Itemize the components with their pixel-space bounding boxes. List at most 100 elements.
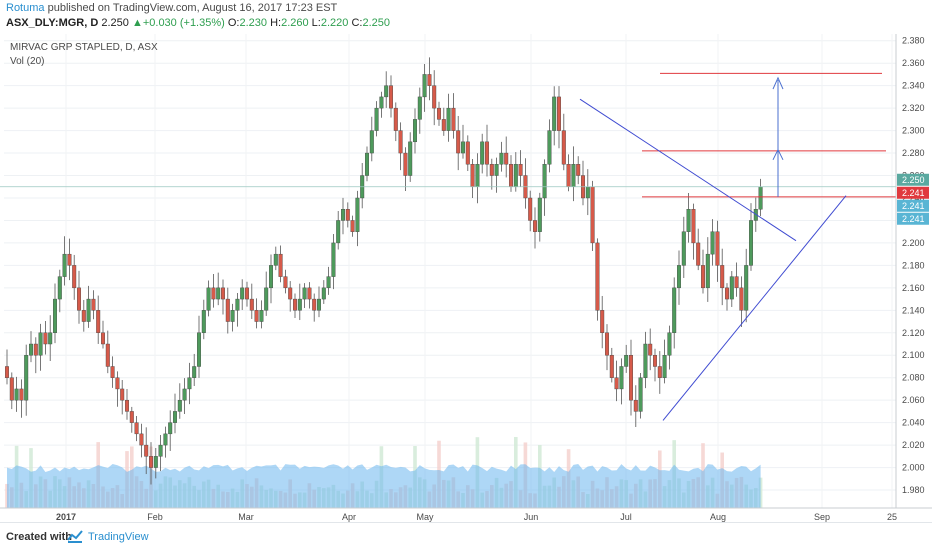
candle-up: [192, 366, 197, 378]
y-tick-label: 2.000: [902, 463, 925, 473]
price-tag-label: 2.241: [902, 188, 925, 198]
candle-up: [273, 253, 278, 266]
candle-down: [485, 141, 490, 165]
candle-up: [53, 298, 58, 333]
candle-down: [441, 119, 446, 131]
y-tick-label: 2.320: [902, 103, 925, 113]
candle-down: [134, 422, 139, 435]
candle-down: [249, 298, 254, 311]
candle-up: [341, 209, 346, 221]
candle-down: [110, 366, 115, 378]
candle-down: [648, 343, 653, 356]
candle-down: [734, 276, 739, 289]
candle-down: [307, 287, 312, 300]
candle-up: [662, 355, 667, 378]
y-tick-label: 2.080: [902, 373, 925, 383]
price-chart[interactable]: 2.3802.3602.3402.3202.3002.2802.2602.240…: [0, 34, 932, 522]
candle-up: [408, 141, 413, 176]
candle-down: [254, 310, 259, 322]
y-tick-label: 2.140: [902, 305, 925, 315]
price-tag-label: 2.250: [902, 175, 925, 185]
candle-down: [739, 287, 744, 311]
candle-down: [533, 220, 538, 232]
y-tick-label: 2.060: [902, 395, 925, 405]
candle-down: [211, 287, 216, 300]
candle-up: [446, 107, 451, 131]
grid: [4, 34, 896, 508]
candles: [4, 57, 763, 485]
candle-up: [235, 298, 240, 311]
candle-up: [379, 96, 384, 109]
current-price: 2.250: [101, 17, 129, 29]
y-tick-label: 2.300: [902, 126, 925, 136]
candle-down: [19, 388, 24, 401]
author-link[interactable]: Rotuma: [6, 2, 45, 14]
time-axis[interactable]: 2017 Feb Mar Apr May Jun Jul Aug Sep 25: [56, 512, 897, 522]
low-value: 2.220: [320, 17, 349, 29]
candle-down: [220, 287, 225, 300]
candle-up: [413, 119, 418, 143]
candle-up: [672, 287, 677, 333]
candle-down: [528, 197, 533, 221]
y-tick-label: 2.280: [902, 148, 925, 158]
candle-up: [86, 298, 91, 322]
candle-up: [677, 265, 682, 289]
candle-down: [283, 276, 288, 289]
tradingview-logo-icon[interactable]: [66, 527, 84, 550]
candle-down: [4, 366, 9, 378]
price-change: +0.030 (+1.35%): [142, 17, 225, 29]
candle-up: [355, 197, 360, 232]
x-tick-label: 25: [887, 512, 897, 522]
candle-up: [749, 220, 754, 266]
candle-down: [576, 164, 581, 176]
candle-down: [653, 355, 658, 367]
x-tick-label: Apr: [342, 512, 356, 522]
chart-title: MIRVAC GRP STAPLED, D, ASX: [10, 42, 158, 53]
candle-down: [504, 152, 509, 165]
candle-down: [605, 332, 610, 356]
ohlc-line: ASX_DLY:MGR, D 2.250 ▲+0.030 (+1.35%) O:…: [6, 17, 390, 29]
candle-down: [614, 377, 619, 390]
y-tick-label: 2.020: [902, 440, 925, 450]
candle-down: [403, 152, 408, 176]
arrow-head-icon: [772, 148, 784, 161]
candle-up: [542, 164, 547, 199]
candle-down: [43, 332, 48, 345]
candle-down: [9, 377, 14, 401]
volume-area: [5, 436, 763, 508]
candle-up: [494, 164, 499, 176]
candle-down: [76, 287, 81, 311]
candle-up: [297, 298, 302, 311]
price-tag-label: 2.241: [902, 201, 925, 211]
candle-down: [398, 130, 403, 154]
candle-down: [590, 186, 595, 244]
candle-up: [369, 130, 374, 154]
high-label: H:: [270, 17, 282, 29]
candle-down: [566, 164, 571, 187]
candle-up: [729, 276, 734, 300]
candle-up: [417, 96, 422, 120]
price-tag: [897, 212, 929, 225]
candle-down: [120, 388, 125, 401]
candle-up: [326, 276, 331, 289]
price-tag: [897, 186, 929, 199]
candle-down: [456, 130, 461, 154]
tradingview-brand[interactable]: TradingView: [88, 531, 149, 543]
x-tick-label: Sep: [814, 512, 830, 522]
volume-bar: [5, 483, 9, 508]
candle-up: [365, 152, 370, 176]
candle-down: [105, 343, 110, 367]
candle-down: [389, 85, 394, 109]
close-value: 2.250: [362, 17, 390, 29]
candle-up: [571, 164, 576, 187]
candle-up: [422, 74, 427, 98]
price-axis[interactable]: 2.3802.3602.3402.3202.3002.2802.2602.240…: [902, 36, 925, 495]
y-tick-label: 2.180: [902, 260, 925, 270]
candle-down: [293, 298, 298, 311]
candle-up: [230, 310, 235, 322]
candle-up: [172, 411, 177, 423]
candle-up: [331, 242, 336, 277]
candle-up: [758, 186, 763, 210]
candle-down: [72, 265, 77, 289]
y-tick-label: 2.200: [902, 238, 925, 248]
